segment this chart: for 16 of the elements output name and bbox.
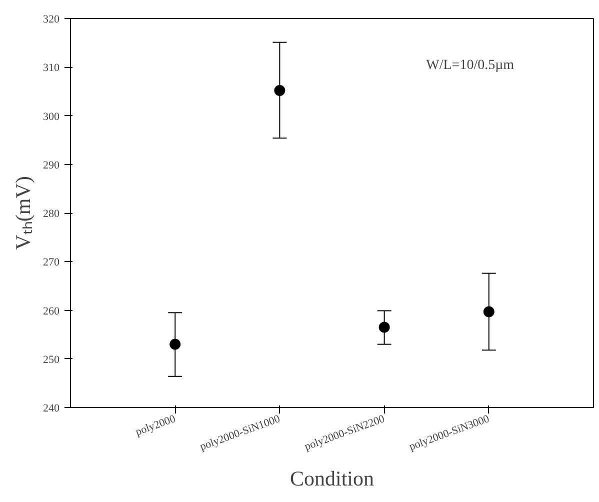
y-axis-title: Vₜₕ(mV) xyxy=(11,176,35,250)
y-tick-label: 280 xyxy=(43,208,60,220)
point xyxy=(170,338,181,350)
point xyxy=(378,322,390,333)
y-tick-label: 300 xyxy=(43,110,60,123)
x-axis-title: Condition xyxy=(290,466,375,491)
point xyxy=(483,306,494,318)
y-tick-label: 310 xyxy=(43,62,60,74)
y-tick-label: 250 xyxy=(43,354,60,366)
point xyxy=(274,84,286,96)
y-tick-label: 290 xyxy=(43,159,60,172)
annotation: W/L=10/0.5µm xyxy=(426,58,514,73)
y-tick-label: 260 xyxy=(43,305,60,318)
y-tick-label: 240 xyxy=(43,402,60,414)
y-tick-label: 270 xyxy=(43,256,60,269)
y-tick-label: 320 xyxy=(43,14,60,26)
